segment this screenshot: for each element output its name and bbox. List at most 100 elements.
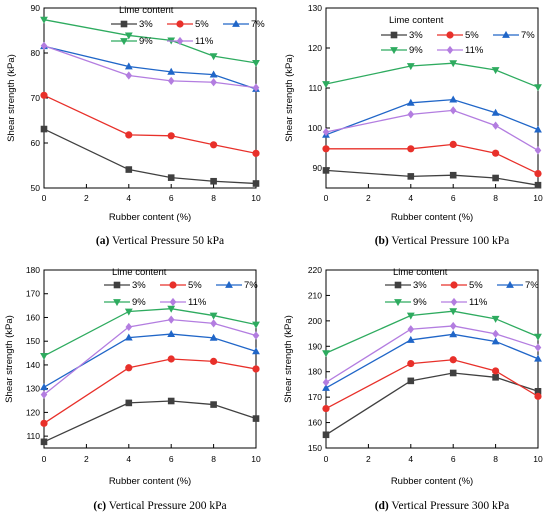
x-tick-label: 8 <box>493 193 498 203</box>
series-line-7% <box>43 333 257 388</box>
legend-swatch-marker <box>446 45 454 55</box>
data-point <box>167 355 175 363</box>
legend-swatch-marker <box>450 281 458 289</box>
y-tick-label: 210 <box>308 290 322 300</box>
panel-caption-text: Vertical Pressure 50 kPa <box>109 235 224 247</box>
data-point <box>449 369 457 377</box>
data-point <box>209 70 218 78</box>
data-point <box>210 141 218 149</box>
chart-panel-1: 0 2 4 6 8 10 50 60 70 80 90 Rubber content (%) Shear… <box>6 3 265 247</box>
legend-label: 5% <box>195 19 209 30</box>
data-point <box>407 359 415 368</box>
data-point <box>449 321 457 331</box>
x-tick-label: 6 <box>169 454 174 464</box>
legend-item-5%: 5% <box>160 280 202 291</box>
x-tick-label: 8 <box>211 454 216 464</box>
series-line-7% <box>325 98 539 136</box>
plot-frame <box>325 7 539 189</box>
legend-swatch-marker <box>506 280 514 288</box>
x-tick-label: 10 <box>533 454 543 464</box>
x-tick-label: 2 <box>84 193 89 203</box>
y-tick-label: 150 <box>308 443 322 453</box>
y-tick-label: 100 <box>308 123 322 133</box>
legend-swatch-marker <box>176 20 184 28</box>
y-tick-label: 120 <box>308 43 322 53</box>
y-tick-label: 90 <box>313 163 323 173</box>
data-point <box>406 335 415 343</box>
legend-label: 7% <box>251 19 265 30</box>
data-point <box>322 350 330 358</box>
data-point <box>124 308 133 316</box>
x-tick-label: 6 <box>169 193 174 203</box>
legend-label: 11% <box>469 297 488 308</box>
data-point <box>322 81 330 89</box>
legend-label: 3% <box>132 280 146 291</box>
series-line-11% <box>43 45 257 89</box>
data-point <box>534 84 542 92</box>
legend-item-11%: 11% <box>160 297 207 308</box>
data-point <box>252 83 260 92</box>
data-point <box>534 354 542 362</box>
data-point <box>125 71 133 80</box>
legend-title: Lime content <box>389 15 444 26</box>
x-axis-label: Rubber content (%) <box>109 212 191 223</box>
y-tick-label: 50 <box>31 183 41 193</box>
data-point <box>406 312 415 320</box>
x-tick-label: 0 <box>42 454 47 464</box>
y-tick-label: 120 <box>26 407 40 417</box>
legend-item-5%: 5% <box>437 30 479 41</box>
x-tick-label: 2 <box>366 193 371 203</box>
y-tick-label: 70 <box>31 93 41 103</box>
legend-swatch-marker <box>446 31 454 39</box>
series-line-3% <box>325 372 539 436</box>
legend-label: 3% <box>139 19 153 30</box>
data-point <box>124 32 133 40</box>
x-tick-label: 0 <box>42 193 47 203</box>
legend-swatch-marker <box>394 281 402 289</box>
data-point <box>449 330 458 338</box>
x-tick-label: 0 <box>324 454 329 464</box>
series-line-5% <box>325 359 539 410</box>
series-line-5% <box>326 143 539 175</box>
data-point <box>167 76 175 85</box>
data-point <box>449 171 457 179</box>
data-point <box>209 312 218 320</box>
x-tick-label: 4 <box>408 454 413 464</box>
data-point <box>491 337 500 345</box>
legend-item-7%: 7% <box>497 280 539 291</box>
panel-caption: (a) Vertical Pressure 50 kPa <box>96 235 224 247</box>
y-tick-label: 170 <box>308 392 322 402</box>
x-tick-label: 8 <box>211 193 216 203</box>
data-point <box>210 319 217 328</box>
data-point <box>167 315 175 324</box>
panel-caption: (c) Vertical Pressure 200 kPa <box>93 500 226 512</box>
legend-swatch-marker <box>169 281 177 289</box>
y-tick-label: 160 <box>26 312 40 322</box>
y-axis-label: Shear strength (kPa) <box>283 315 294 403</box>
x-axis-label: Rubber content (%) <box>391 476 473 487</box>
data-point <box>407 145 415 153</box>
legend-item-7%: 7% <box>493 30 535 41</box>
data-point <box>534 333 542 341</box>
x-tick-label: 4 <box>126 454 131 464</box>
y-tick-label: 130 <box>26 384 40 394</box>
data-point <box>492 121 499 130</box>
legend-item-3%: 3% <box>104 280 146 291</box>
x-tick-label: 10 <box>251 193 261 203</box>
data-point <box>167 174 175 181</box>
y-tick-label: 150 <box>26 336 40 346</box>
y-tick-label: 80 <box>31 48 41 58</box>
legend-label: 7% <box>525 280 539 291</box>
x-axis-label: Rubber content (%) <box>109 476 191 487</box>
data-point <box>167 397 175 405</box>
legend-label: 9% <box>413 297 427 308</box>
data-point <box>252 347 260 355</box>
legend-item-9%: 9% <box>381 45 423 56</box>
legend-label: 3% <box>413 280 427 291</box>
x-tick-label: 10 <box>251 454 261 464</box>
data-point <box>252 321 260 329</box>
legend-swatch-marker <box>232 19 240 27</box>
plot-frame <box>43 269 257 449</box>
data-point <box>125 364 133 372</box>
